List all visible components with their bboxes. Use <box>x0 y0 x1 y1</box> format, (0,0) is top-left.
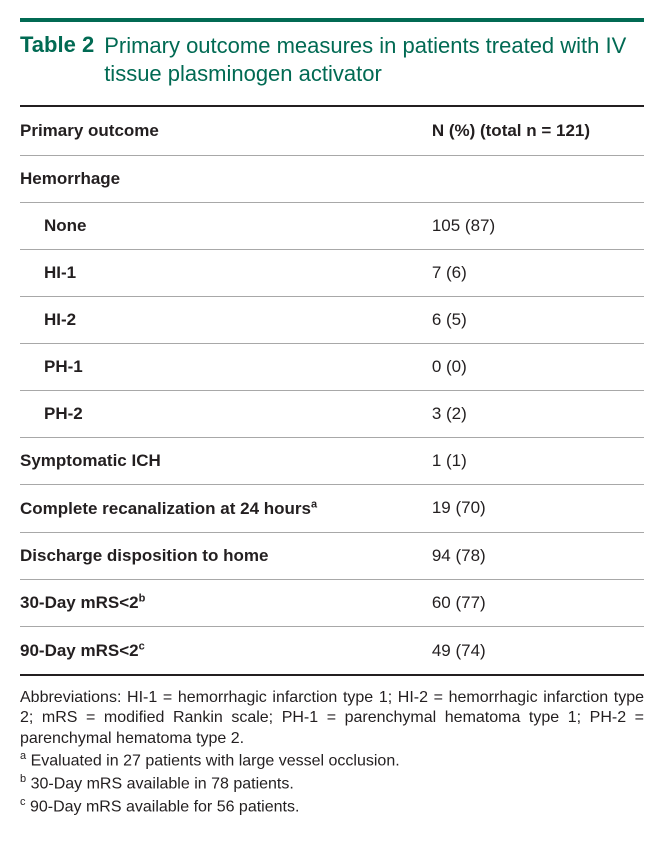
section-hemorrhage-label: Hemorrhage <box>20 156 432 203</box>
table-row: 90-Day mRS<2c 49 (74) <box>20 627 644 675</box>
table-row: Discharge disposition to home 94 (78) <box>20 532 644 579</box>
row-value: 0 (0) <box>432 344 644 391</box>
row-label-text: Complete recanalization at 24 hours <box>20 499 311 518</box>
footnote-abbreviations: Abbreviations: HI-1 = hemorrhagic infarc… <box>20 688 644 749</box>
table-row: Complete recanalization at 24 hoursa 19 … <box>20 485 644 533</box>
footnote-ref-c: c <box>139 640 145 652</box>
row-label: Complete recanalization at 24 hoursa <box>20 485 432 533</box>
col-primary-outcome: Primary outcome <box>20 106 432 156</box>
footnote-b: b 30-Day mRS available in 78 patients. <box>20 772 644 795</box>
footnote-ref-b: b <box>139 593 146 605</box>
footnote-a: a Evaluated in 27 patients with large ve… <box>20 749 644 772</box>
empty-cell <box>432 156 644 203</box>
row-label: 90-Day mRS<2c <box>20 627 432 675</box>
row-label: HI-1 <box>20 250 432 297</box>
section-hemorrhage: Hemorrhage <box>20 156 644 203</box>
table-row: HI-1 7 (6) <box>20 250 644 297</box>
row-label-text: Discharge disposition to home <box>20 546 268 565</box>
row-value: 19 (70) <box>432 485 644 533</box>
row-label: 30-Day mRS<2b <box>20 579 432 627</box>
footnote-c-text: 90-Day mRS available for 56 patients. <box>26 798 300 815</box>
row-value: 105 (87) <box>432 203 644 250</box>
row-value: 6 (5) <box>432 297 644 344</box>
outcomes-table: Primary outcome N (%) (total n = 121) He… <box>20 105 644 676</box>
footnote-b-text: 30-Day mRS available in 78 patients. <box>26 776 294 793</box>
row-label: PH-2 <box>20 391 432 438</box>
footnote-ref-a: a <box>311 498 317 510</box>
row-label: Discharge disposition to home <box>20 532 432 579</box>
table-container: Table 2 Primary outcome measures in pati… <box>20 18 644 818</box>
table-row: HI-2 6 (5) <box>20 297 644 344</box>
footnotes: Abbreviations: HI-1 = hemorrhagic infarc… <box>20 688 644 818</box>
table-title: Primary outcome measures in patients tre… <box>104 32 644 87</box>
table-row: 30-Day mRS<2b 60 (77) <box>20 579 644 627</box>
footnote-a-text: Evaluated in 27 patients with large vess… <box>26 753 400 770</box>
table-label: Table 2 <box>20 32 94 58</box>
row-value: 49 (74) <box>432 627 644 675</box>
row-label: PH-1 <box>20 344 432 391</box>
table-row: PH-1 0 (0) <box>20 344 644 391</box>
row-label: None <box>20 203 432 250</box>
table-header-row: Primary outcome N (%) (total n = 121) <box>20 106 644 156</box>
row-label-text: 90-Day mRS<2 <box>20 641 139 660</box>
table-row: PH-2 3 (2) <box>20 391 644 438</box>
row-value: 3 (2) <box>432 391 644 438</box>
top-rule <box>20 18 644 22</box>
row-value: 94 (78) <box>432 532 644 579</box>
row-value: 1 (1) <box>432 438 644 485</box>
table-row: Symptomatic ICH 1 (1) <box>20 438 644 485</box>
table-row: None 105 (87) <box>20 203 644 250</box>
row-label-text: Symptomatic ICH <box>20 451 161 470</box>
row-label: HI-2 <box>20 297 432 344</box>
table-title-row: Table 2 Primary outcome measures in pati… <box>20 32 644 87</box>
row-label: Symptomatic ICH <box>20 438 432 485</box>
row-label-text: 30-Day mRS<2 <box>20 593 139 612</box>
row-value: 7 (6) <box>432 250 644 297</box>
row-value: 60 (77) <box>432 579 644 627</box>
footnote-c: c 90-Day mRS available for 56 patients. <box>20 795 644 818</box>
col-n-pct: N (%) (total n = 121) <box>432 106 644 156</box>
